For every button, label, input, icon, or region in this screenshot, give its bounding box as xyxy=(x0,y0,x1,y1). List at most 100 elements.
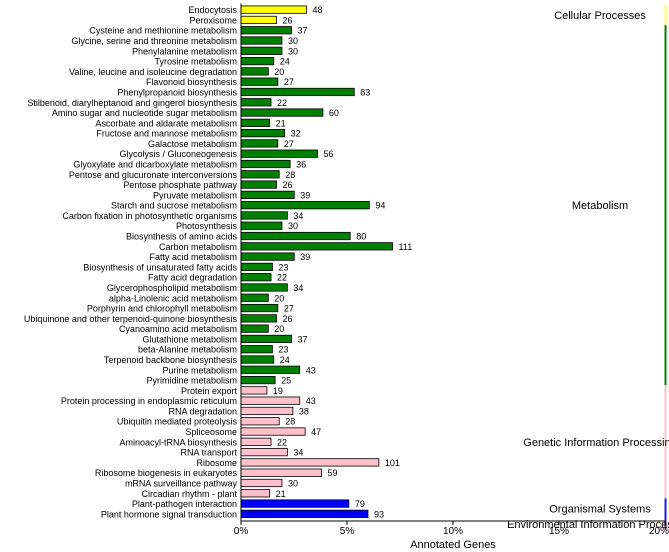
bars-layer xyxy=(240,5,393,518)
bar xyxy=(240,98,272,107)
value-label: 22 xyxy=(277,273,287,283)
value-labels-layer: 4826373030242027832260213227563628263994… xyxy=(273,5,412,519)
value-label: 27 xyxy=(284,304,294,314)
category-label: Fructose and mannose metabolism xyxy=(96,129,237,139)
category-label: Cyanoamino acid metabolism xyxy=(119,324,237,334)
category-label: Ubiquitin mediated proteolysis xyxy=(117,417,238,427)
category-label: Pentose phosphate pathway xyxy=(123,180,237,190)
category-label: alpha-Linolenic acid metabolism xyxy=(109,293,237,303)
value-label: 30 xyxy=(288,221,298,231)
category-label: Endocytosis xyxy=(188,5,237,15)
bar xyxy=(240,211,288,220)
value-label: 79 xyxy=(355,499,365,509)
value-label: 30 xyxy=(288,46,298,56)
category-label: Protein processing in endoplasmic reticu… xyxy=(61,396,237,406)
bar xyxy=(240,118,271,127)
category-label: Amino sugar and nucleotide sugar metabol… xyxy=(52,108,237,118)
category-label: Pyrimidine metabolism xyxy=(146,376,237,386)
value-label: 21 xyxy=(276,489,286,499)
category-label: Cysteine and methionine metabolism xyxy=(89,26,237,36)
group-label: Environmental Information Processing xyxy=(507,519,669,531)
value-label: 19 xyxy=(273,386,283,396)
value-label: 22 xyxy=(277,98,287,108)
category-label: beta-Alanine metabolism xyxy=(138,345,237,355)
group-label: Cellular Processes xyxy=(554,10,646,22)
bar xyxy=(240,478,283,488)
value-label: 26 xyxy=(282,15,292,25)
value-label: 47 xyxy=(311,427,321,437)
category-label: RNA transport xyxy=(180,448,237,458)
bar xyxy=(240,15,277,25)
bar xyxy=(240,293,269,302)
value-label: 48 xyxy=(313,5,323,15)
category-label: Carbon metabolism xyxy=(159,242,237,252)
bar xyxy=(240,499,350,508)
category-label: Glycolysis / Gluconeogenesis xyxy=(119,149,237,159)
group-band xyxy=(664,385,667,499)
bar xyxy=(240,386,268,395)
value-label: 39 xyxy=(300,252,310,262)
value-label: 34 xyxy=(293,448,303,458)
bar xyxy=(240,334,292,344)
group-label: Genetic Information Processing xyxy=(523,437,669,449)
bar xyxy=(240,170,280,179)
group-band xyxy=(664,4,667,26)
bar xyxy=(240,417,280,426)
bar xyxy=(240,26,292,35)
bar xyxy=(240,129,286,138)
bar xyxy=(240,448,288,457)
bar xyxy=(240,231,351,241)
category-label: Stilbenoid, diarylheptanoid and gingerol… xyxy=(27,98,237,108)
category-label: Peroxisome xyxy=(189,15,237,25)
x-tick-label: 10% xyxy=(443,526,463,537)
bar xyxy=(240,489,271,498)
category-label: Fatty acid metabolism xyxy=(149,252,237,262)
category-label: Aminoacyl-tRNA biosynthesis xyxy=(119,437,237,447)
category-label: Plant hormone signal transduction xyxy=(101,509,237,519)
bar xyxy=(240,437,272,446)
category-label: Terpenoid backbone biosynthesis xyxy=(104,355,238,365)
x-axis: 0% 5% 10% 15% 20% xyxy=(234,3,669,537)
category-label: Ribosome xyxy=(196,458,237,468)
bar xyxy=(240,273,272,282)
category-label: Flavonoid biosynthesis xyxy=(146,77,238,87)
value-label: 38 xyxy=(299,406,309,416)
value-label: 20 xyxy=(274,324,284,334)
value-label: 25 xyxy=(281,376,291,386)
value-label: 26 xyxy=(282,180,292,190)
bar xyxy=(240,242,393,251)
bar xyxy=(240,314,277,323)
category-label: Circadian rhythm - plant xyxy=(141,489,237,499)
category-label: Ubiquinone and other terpenoid-quinone b… xyxy=(24,314,238,324)
bar xyxy=(240,406,294,416)
value-label: 80 xyxy=(356,232,366,242)
bar xyxy=(240,365,301,374)
group-label: Organismal Systems xyxy=(549,504,651,516)
category-label: Plant-pathogen interaction xyxy=(132,499,237,509)
value-label: 26 xyxy=(282,314,292,324)
value-label: 37 xyxy=(298,334,308,344)
bar xyxy=(240,87,355,97)
group-band xyxy=(664,498,667,519)
category-label: Protein export xyxy=(181,386,238,396)
category-label: Ribosome biogenesis in eukaryotes xyxy=(95,468,238,478)
value-label: 43 xyxy=(306,365,316,375)
bar xyxy=(240,262,273,271)
bar xyxy=(240,375,276,385)
value-label: 101 xyxy=(385,458,400,468)
category-label: Ascorbate and aldarate metabolism xyxy=(95,118,237,128)
bar xyxy=(240,345,273,354)
x-tick-label: 15% xyxy=(549,526,569,537)
category-label: Photosynthesis xyxy=(176,221,238,231)
value-label: 28 xyxy=(285,170,295,180)
bar xyxy=(240,180,277,189)
group-band xyxy=(664,25,667,386)
category-label: Glycerophospholipid metabolism xyxy=(107,283,237,293)
bar xyxy=(240,468,322,477)
value-label: 23 xyxy=(278,262,288,272)
value-label: 34 xyxy=(293,211,303,221)
value-label: 111 xyxy=(399,242,413,252)
category-label: Glutathione metabolism xyxy=(142,334,237,344)
category-label: Spliceosome xyxy=(185,427,237,437)
